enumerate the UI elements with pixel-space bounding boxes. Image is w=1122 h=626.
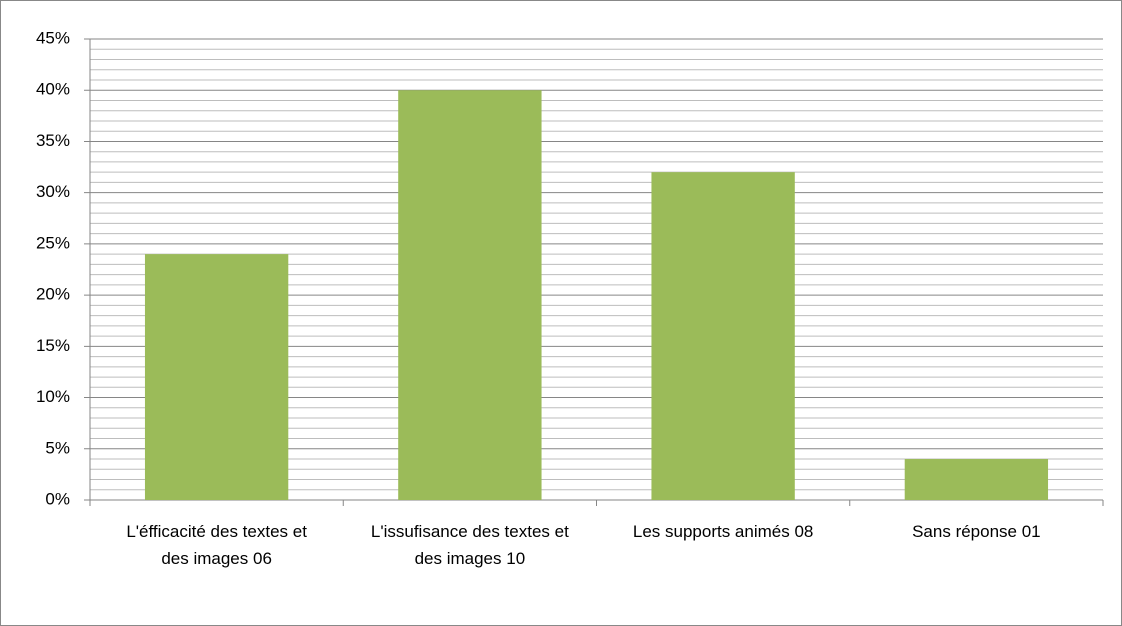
y-tick-label: 10% [36, 387, 70, 406]
x-tick-label: L'issufisance des textes et des images 1… [370, 522, 569, 568]
y-tick-label: 35% [36, 131, 70, 150]
y-tick-label: 15% [36, 336, 70, 355]
bar [651, 172, 795, 500]
y-tick-label: 0% [45, 489, 70, 508]
y-tick-label: 5% [45, 438, 70, 457]
y-tick-label: 30% [36, 182, 70, 201]
x-tick-label: Les supports animés 08 [632, 522, 814, 541]
bar [144, 254, 289, 500]
bar [904, 459, 1049, 500]
y-tick-label: 20% [36, 285, 70, 304]
y-tick-label: 40% [36, 80, 70, 99]
y-tick-label: 25% [36, 233, 70, 252]
x-tick-label: Sans réponse 01 [912, 522, 1041, 541]
y-tick-label: 45% [36, 28, 70, 47]
bar [398, 90, 542, 500]
x-tick-label: L'éfficacité des textes et des images 06 [126, 522, 307, 568]
